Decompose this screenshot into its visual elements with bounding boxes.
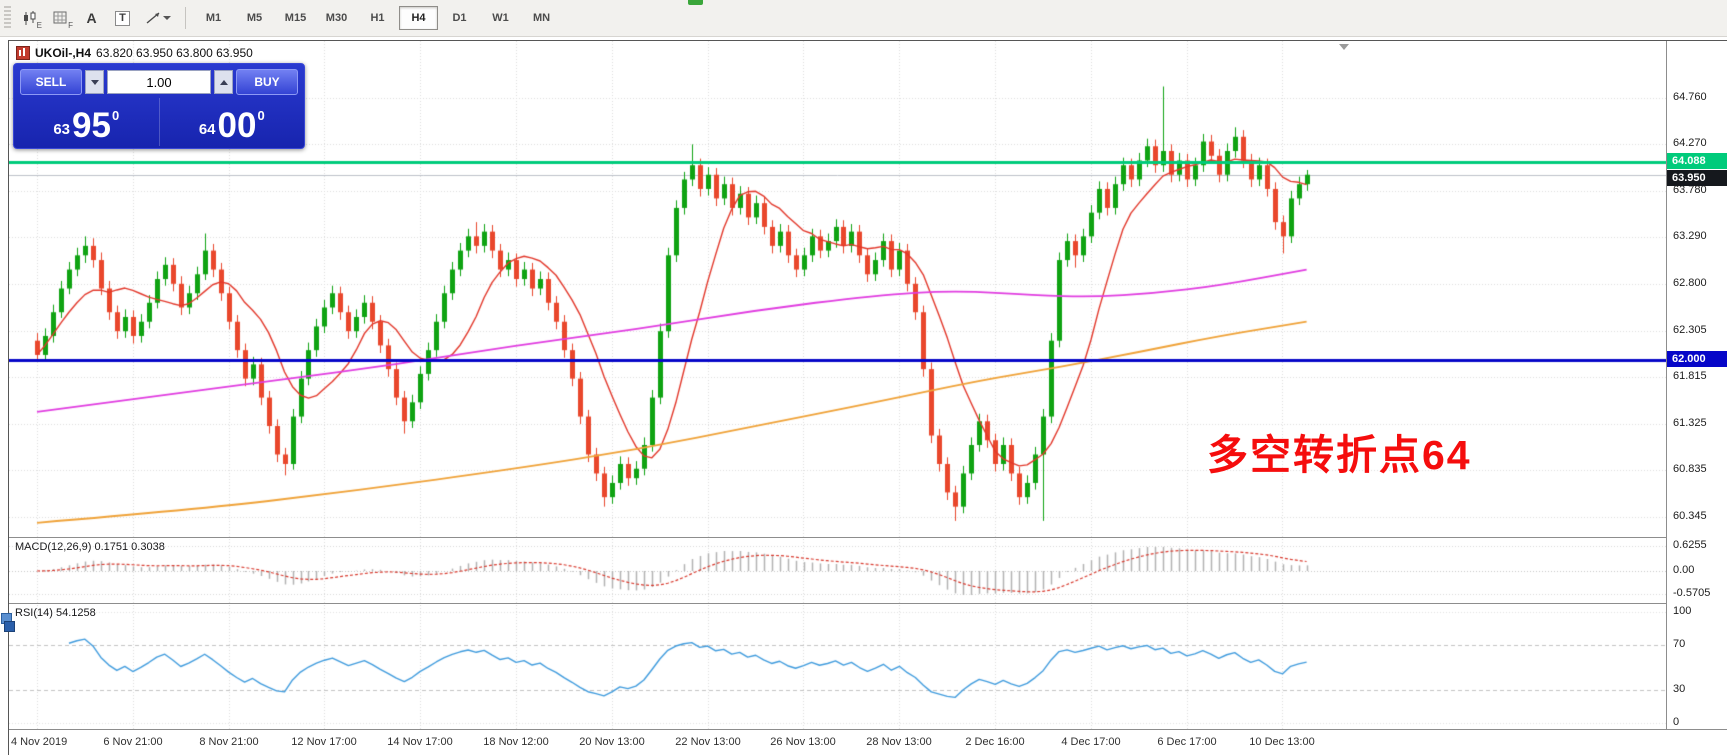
boxed-t-icon: T — [115, 10, 130, 26]
rsi-axis-label: 100 — [1673, 605, 1692, 617]
rsi-axis-label: 30 — [1673, 683, 1686, 695]
macd-axis-label: 0.00 — [1673, 564, 1695, 576]
ohlc-values: 63.820 63.950 63.800 63.950 — [96, 46, 253, 60]
sell-button[interactable]: SELL — [20, 69, 82, 95]
time-axis-label: 2 Dec 16:00 — [965, 736, 1025, 748]
macd-axis-label: 0.6255 — [1673, 539, 1707, 551]
spin-up-icon — [219, 79, 228, 85]
time-axis-label: 6 Nov 21:00 — [103, 736, 163, 748]
price-axis-label: 62.305 — [1673, 324, 1707, 336]
toolbar-sub-label: E — [36, 21, 42, 30]
timeframe-button-m15[interactable]: M15 — [284, 12, 307, 24]
time-axis-label: 8 Nov 21:00 — [199, 736, 259, 748]
one-click-trading-panel: SELL 1.00 BUY 63 95 0 64 00 0 — [13, 63, 305, 149]
symbol-name: UKOil-,H4 — [35, 46, 92, 60]
price-axis-label: 64.270 — [1673, 137, 1707, 149]
rsi-axis-label: 0 — [1673, 716, 1680, 728]
time-axis-label: 4 Nov 2019 — [11, 736, 68, 748]
time-axis-label: 14 Nov 17:00 — [387, 736, 453, 748]
chart-symbol-icon — [16, 46, 30, 60]
price-axis-label: 61.815 — [1673, 370, 1707, 382]
sell-price-big: 95 — [72, 106, 111, 146]
docked-panel-fragment — [0, 613, 15, 632]
rsi-label: RSI(14) 54.1258 — [15, 607, 96, 619]
cropped-icon-fragment — [688, 0, 703, 5]
price-axis-label: 60.835 — [1673, 463, 1707, 475]
grid-tool-button[interactable]: F — [46, 5, 75, 31]
toolbar-separator — [185, 7, 186, 29]
buy-price-display[interactable]: 64 00 0 — [160, 98, 305, 146]
macd-axis-label: -0.5705 — [1673, 587, 1711, 599]
toolbar-grip[interactable] — [4, 6, 11, 30]
pane-divider[interactable] — [9, 537, 1727, 538]
symbol-header: UKOil-,H4 63.820 63.950 63.800 63.950 — [16, 46, 253, 60]
timeframe-button-mn[interactable]: MN — [532, 12, 551, 24]
time-axis-label: 6 Dec 17:00 — [1157, 736, 1217, 748]
timeframe-button-h4-active[interactable]: H4 — [399, 6, 438, 30]
sell-price-display[interactable]: 63 95 0 — [14, 98, 160, 146]
sell-price-int: 63 — [53, 121, 70, 138]
spin-down-icon — [90, 79, 99, 85]
buy-price-int: 64 — [198, 121, 216, 138]
dock-icon-square — [4, 621, 15, 632]
rsi-indicator-canvas[interactable] — [9, 605, 1666, 729]
candlestick-icon — [23, 10, 35, 25]
blue-line-price-tag: 62.000 — [1667, 351, 1727, 367]
chart-text-annotation[interactable]: 多空转折点64 — [1207, 432, 1472, 478]
time-axis-label: 20 Nov 13:00 — [579, 736, 645, 748]
time-axis-label: 28 Nov 13:00 — [866, 736, 932, 748]
trendline-icon — [146, 12, 159, 24]
time-axis[interactable]: 4 Nov 2019 6 Nov 21:00 8 Nov 21:00 12 No… — [9, 729, 1727, 755]
volume-increase-button[interactable] — [214, 70, 233, 94]
timeframe-button-m5[interactable]: M5 — [246, 12, 263, 24]
rsi-axis-label: 70 — [1673, 638, 1686, 650]
time-axis-label: 22 Nov 13:00 — [675, 736, 741, 748]
price-axis-label: 63.780 — [1673, 184, 1707, 196]
volume-input[interactable]: 1.00 — [107, 70, 211, 94]
timeframe-button-w1[interactable]: W1 — [492, 12, 509, 24]
chart-window: UKOil-,H4 63.820 63.950 63.800 63.950 SE… — [8, 40, 1727, 755]
timeframe-button-d1[interactable]: D1 — [452, 12, 467, 24]
time-axis-label: 10 Dec 13:00 — [1249, 736, 1315, 748]
price-axis[interactable]: 64.760 64.270 63.780 63.290 62.800 62.30… — [1666, 41, 1727, 755]
time-axis-label: 26 Nov 13:00 — [770, 736, 836, 748]
bid-price-tag: 63.950 — [1667, 170, 1727, 186]
price-axis-label: 63.290 — [1673, 230, 1707, 242]
green-line-price-tag: 64.088 — [1667, 153, 1727, 169]
macd-indicator-canvas[interactable] — [9, 539, 1666, 603]
timeframe-button-m1[interactable]: M1 — [205, 12, 222, 24]
candlestick-chart-tool-button[interactable]: E — [15, 5, 44, 31]
price-axis-label: 61.325 — [1673, 417, 1707, 429]
price-axis-label: 64.760 — [1673, 91, 1707, 103]
buy-price-big: 00 — [217, 106, 257, 146]
text-label-tool-button[interactable]: A — [77, 5, 106, 31]
top-toolbar: E F A T M1 M5 M15 M30 H1 H4 D1 W1 MN — [0, 0, 1727, 37]
time-axis-label: 12 Nov 17:00 — [291, 736, 357, 748]
scroll-to-end-marker[interactable] — [1339, 44, 1349, 50]
timeframe-button-m30[interactable]: M30 — [325, 12, 348, 24]
buy-price-sup: 0 — [257, 108, 265, 123]
macd-label: MACD(12,26,9) 0.1751 0.3038 — [15, 541, 165, 553]
grid-icon — [53, 11, 67, 24]
timeframe-button-h1[interactable]: H1 — [370, 12, 385, 24]
text-box-tool-button[interactable]: T — [108, 5, 137, 31]
buy-button[interactable]: BUY — [236, 69, 298, 95]
price-axis-label: 60.345 — [1673, 510, 1707, 522]
sell-price-sup: 0 — [111, 108, 120, 123]
draw-line-tool-button[interactable] — [139, 5, 177, 31]
time-axis-label: 18 Nov 12:00 — [483, 736, 549, 748]
chevron-down-icon — [162, 16, 171, 20]
toolbar-sub-label: F — [68, 21, 73, 30]
pane-divider[interactable] — [9, 603, 1727, 604]
price-axis-label: 62.800 — [1673, 277, 1707, 289]
time-axis-label: 4 Dec 17:00 — [1061, 736, 1121, 748]
letter-a-icon: A — [86, 10, 97, 26]
volume-decrease-button[interactable] — [85, 70, 104, 94]
